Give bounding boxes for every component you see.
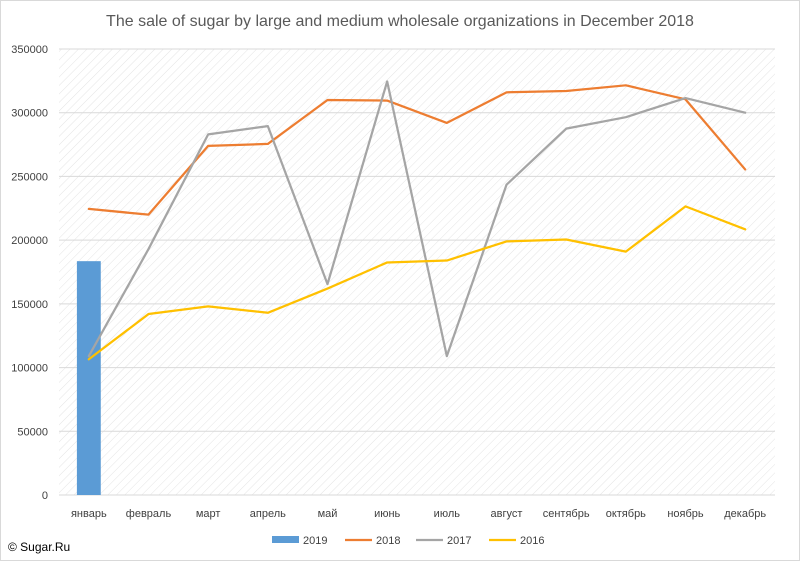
y-axis-tick-labels: 0 50000 100000 150000 200000 250000 300000 3500… <box>11 44 48 502</box>
y-tick-label: 200000 <box>11 235 48 247</box>
y-tick-label: 50000 <box>17 426 48 438</box>
x-tick-label: февраль <box>126 508 172 520</box>
x-tick-label: август <box>491 508 523 520</box>
x-tick-label: декабрь <box>724 508 766 520</box>
legend: 2019 2018 2017 2016 <box>272 535 544 547</box>
x-tick-label: январь <box>71 508 107 520</box>
y-tick-label: 100000 <box>11 363 48 375</box>
bar-2019-январь <box>76 261 101 495</box>
x-tick-label: июль <box>434 508 461 520</box>
chart-title: The sale of sugar by large and medium wh… <box>106 13 694 30</box>
series-line-2016 <box>87 205 747 361</box>
x-tick-label: сентябрь <box>543 508 590 520</box>
x-axis-tick-labels: январь февраль март апрель май июнь июль август… <box>71 508 766 520</box>
copyright-watermark: © Sugar.Ru <box>8 540 71 554</box>
legend-label-2017: 2017 <box>447 535 471 547</box>
y-tick-label: 300000 <box>11 108 48 120</box>
x-tick-label: апрель <box>250 508 286 520</box>
bar-series <box>76 261 101 495</box>
x-tick-label: ноябрь <box>667 508 704 520</box>
series-line-2017 <box>87 80 747 358</box>
plot-area <box>59 49 775 495</box>
y-tick-label: 350000 <box>11 44 48 56</box>
plot-background <box>59 49 775 495</box>
x-tick-label: май <box>318 508 338 520</box>
legend-label-2018: 2018 <box>376 535 400 547</box>
y-tick-label: 250000 <box>11 171 48 183</box>
legend-marker-2019 <box>272 536 299 543</box>
line-series <box>87 80 747 361</box>
x-tick-label: март <box>196 508 221 520</box>
series-line-2018 <box>87 84 747 216</box>
y-tick-label: 150000 <box>11 299 48 311</box>
y-tick-label: 0 <box>42 490 48 502</box>
gridlines <box>59 48 775 496</box>
x-tick-label: октябрь <box>606 508 646 520</box>
x-tick-label: июнь <box>374 508 400 520</box>
legend-label-2019: 2019 <box>303 535 327 547</box>
legend-label-2016: 2016 <box>520 535 544 547</box>
